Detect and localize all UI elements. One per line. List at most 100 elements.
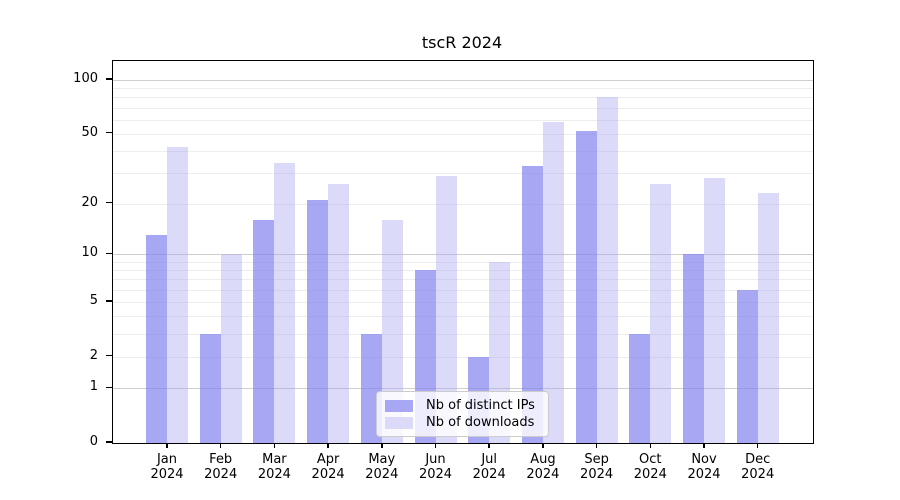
y-axis: 0 1 2 5 10 20 50 100 [0, 60, 112, 449]
x-tick-month: Dec [745, 452, 771, 467]
x-tick [488, 443, 490, 448]
x-tick-label: Jul 2024 [457, 452, 521, 482]
x-tick-year: 2024 [365, 467, 399, 482]
x-tick-year: 2024 [741, 467, 775, 482]
gridline-minor [113, 97, 813, 99]
y-tick [106, 300, 112, 302]
bar-distinct-ips [629, 334, 651, 443]
x-tick-month: Feb [209, 452, 233, 467]
x-tick-label: Aug 2024 [511, 452, 575, 482]
gridline-minor [113, 88, 813, 90]
x-tick-label: Feb 2024 [189, 452, 253, 482]
x-tick-label: Nov 2024 [672, 452, 736, 482]
x-tick-year: 2024 [150, 467, 184, 482]
bar-distinct-ips [575, 130, 597, 443]
x-tick-year: 2024 [204, 467, 238, 482]
y-tick-label: 100 [73, 70, 98, 86]
bar-distinct-ips [521, 165, 543, 443]
gridline-minor [113, 133, 813, 135]
gridline-major [113, 79, 813, 81]
x-tick [219, 443, 222, 448]
x-tick [434, 443, 437, 448]
gridline-major [113, 388, 813, 390]
x-tick [756, 443, 759, 448]
legend-label-distinct-ips: Nb of distinct IPs [426, 397, 535, 413]
x-tick [703, 443, 705, 448]
gridline-minor [113, 270, 813, 272]
x-tick-label: May 2024 [350, 452, 414, 482]
y-tick-label: 0 [89, 434, 98, 449]
legend-swatch-downloads [385, 416, 413, 429]
x-tick-year: 2024 [418, 467, 453, 482]
bar-distinct-ips [146, 235, 167, 443]
x-tick-label: Oct 2024 [618, 452, 682, 482]
x-tick-year: 2024 [526, 467, 560, 482]
legend: Nb of distinct IPs Nb of downloads [376, 391, 549, 437]
gridline-minor [113, 172, 813, 174]
x-tick-label: Sep 2024 [565, 452, 629, 482]
x-tick-year: 2024 [633, 467, 667, 482]
legend-item-distinct-ips: Nb of distinct IPs [385, 398, 540, 414]
bar-distinct-ips [253, 220, 275, 443]
x-tick [542, 443, 544, 448]
x-tick-year: 2024 [311, 467, 345, 482]
plot-area [112, 60, 814, 444]
legend-label-downloads: Nb of downloads [426, 414, 535, 430]
bar-downloads [381, 220, 403, 443]
x-tick-month: Apr [316, 452, 340, 467]
bar-distinct-ips [199, 334, 221, 443]
bar-distinct-ips [307, 199, 329, 443]
x-tick-month: Jan [156, 452, 178, 467]
bar-downloads [596, 97, 618, 443]
gridline-minor [113, 356, 813, 358]
x-tick [327, 443, 329, 448]
x-tick-month: May [368, 452, 396, 467]
bar-downloads [274, 163, 296, 443]
bar-distinct-ips [736, 289, 758, 443]
gridline-minor [113, 261, 813, 263]
bar-downloads [650, 183, 672, 443]
chart-title: tscR 2024 [421, 33, 503, 52]
legend-item-downloads: Nb of downloads [385, 415, 540, 431]
x-tick-label: Apr 2024 [296, 452, 360, 482]
x-axis: Jan 2024 Feb 2024 Mar 2024 Apr 2024 May 2024 Jun 20… [112, 443, 812, 499]
y-tick-label: 1 [89, 379, 98, 395]
y-tick [106, 252, 112, 255]
bar-downloads [328, 183, 350, 443]
y-tick-label: 50 [81, 124, 98, 140]
x-tick-month: Mar [262, 452, 287, 467]
x-tick [166, 443, 168, 448]
x-tick-label: Dec 2024 [726, 452, 790, 482]
y-tick-label: 2 [89, 347, 98, 363]
x-tick-year: 2024 [257, 467, 291, 482]
x-tick [649, 443, 652, 448]
x-tick [273, 443, 276, 448]
bar-downloads [704, 178, 725, 443]
bar-distinct-ips [683, 254, 704, 443]
gridline-minor [113, 150, 813, 152]
x-tick-month: Jul [481, 452, 498, 467]
bar-downloads [167, 147, 188, 443]
y-tick [106, 131, 112, 134]
gridline-minor [113, 119, 813, 121]
gridline-minor [113, 333, 813, 335]
gridline-minor [113, 107, 813, 109]
gridline-minor [113, 289, 813, 291]
y-tick [106, 441, 112, 443]
x-tick-month: Oct [639, 452, 662, 467]
legend-swatch-distinct-ips [385, 399, 413, 412]
y-tick [106, 354, 112, 357]
y-tick [106, 201, 112, 204]
gridline-minor [113, 203, 813, 205]
y-tick-label: 10 [81, 245, 98, 261]
gridline-minor [113, 279, 813, 281]
gridline-major [113, 254, 813, 256]
x-tick [381, 443, 383, 448]
bar-downloads [435, 175, 457, 443]
gridline-minor [113, 302, 813, 304]
gridline-minor [113, 316, 813, 318]
x-tick-month: Jun [425, 452, 446, 467]
x-tick-label: Mar 2024 [242, 452, 306, 482]
x-tick-year: 2024 [580, 467, 614, 482]
